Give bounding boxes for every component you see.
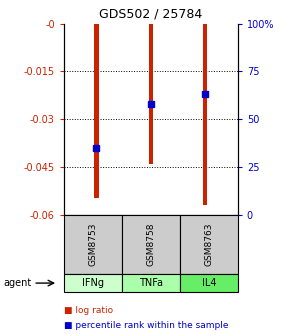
Bar — [203, 24, 207, 206]
Text: IFNg: IFNg — [82, 278, 104, 288]
Text: GSM8758: GSM8758 — [146, 223, 155, 266]
Text: ■ percentile rank within the sample: ■ percentile rank within the sample — [64, 322, 228, 330]
Bar — [148, 24, 153, 164]
Text: TNFa: TNFa — [139, 278, 163, 288]
Title: GDS502 / 25784: GDS502 / 25784 — [99, 8, 202, 21]
Text: agent: agent — [3, 278, 31, 288]
Text: ■ log ratio: ■ log ratio — [64, 306, 113, 315]
Text: IL4: IL4 — [202, 278, 216, 288]
Text: GSM8763: GSM8763 — [204, 223, 213, 266]
Bar — [94, 24, 99, 199]
Text: GSM8753: GSM8753 — [88, 223, 97, 266]
